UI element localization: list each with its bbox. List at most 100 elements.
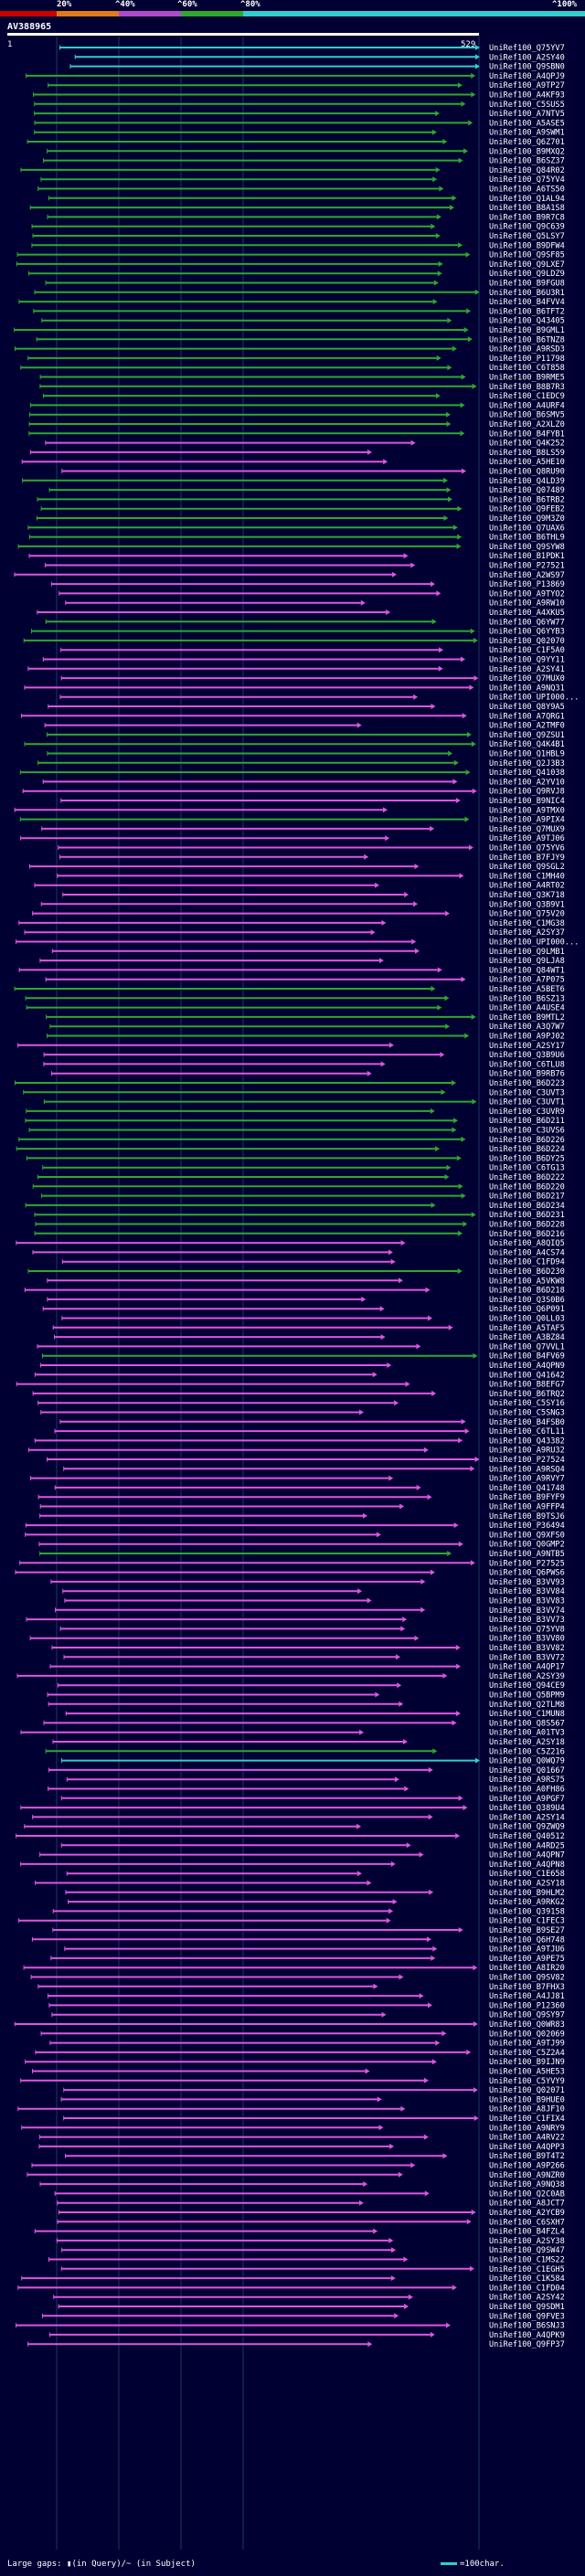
hit-label[interactable]: UniRef100_Q02071 bbox=[489, 2086, 565, 2095]
hit-label[interactable]: UniRef100_Q6PWS6 bbox=[489, 1569, 565, 1578]
hit-label[interactable]: UniRef100_Q9SBN0 bbox=[489, 63, 565, 72]
hit-label[interactable]: UniRef100_Q5LSY7 bbox=[489, 232, 565, 241]
hit-label[interactable]: UniRef100_Q9LDZ9 bbox=[489, 270, 565, 279]
hit-row[interactable]: UniRef100_A9PE75 bbox=[50, 1955, 565, 1964]
hit-row[interactable]: UniRef100_Q3S0B6 bbox=[47, 1296, 565, 1305]
hit-label[interactable]: UniRef100_C1MH40 bbox=[489, 872, 565, 881]
hit-row[interactable]: UniRef100_B3VV84 bbox=[62, 1587, 565, 1596]
hit-label[interactable]: UniRef100_A2SY42 bbox=[489, 2294, 565, 2303]
hit-label[interactable]: UniRef100_A2WS97 bbox=[489, 571, 565, 580]
hit-label[interactable]: UniRef100_Q2TLM8 bbox=[489, 1701, 565, 1710]
hit-label[interactable]: UniRef100_A4QPN8 bbox=[489, 1860, 565, 1870]
hit-row[interactable]: UniRef100_Q5BPM9 bbox=[47, 1691, 565, 1701]
hit-label[interactable]: UniRef100_A4XKU5 bbox=[489, 609, 565, 618]
hit-row[interactable]: UniRef100_B3VV83 bbox=[64, 1597, 565, 1606]
hit-label[interactable]: UniRef100_Q9XFS0 bbox=[489, 1531, 565, 1540]
hit-label[interactable]: UniRef100_B8A1S8 bbox=[489, 204, 565, 213]
hit-row[interactable]: UniRef100_Q40512 bbox=[16, 1832, 565, 1841]
hit-label[interactable]: UniRef100_A9PIX4 bbox=[489, 816, 565, 825]
hit-label[interactable]: UniRef100_B9RME5 bbox=[489, 374, 565, 383]
hit-row[interactable]: UniRef100_B6D220 bbox=[32, 1182, 565, 1192]
hit-row[interactable]: UniRef100_C5Z216 bbox=[45, 1747, 565, 1756]
hit-label[interactable]: UniRef100_Q43405 bbox=[489, 317, 565, 326]
hit-label[interactable]: UniRef100_Q84WT1 bbox=[489, 966, 565, 975]
hit-row[interactable]: UniRef100_A3Q7W7 bbox=[49, 1023, 565, 1032]
hit-label[interactable]: UniRef100_A9RS75 bbox=[489, 1776, 565, 1785]
hit-label[interactable]: UniRef100_B3VV73 bbox=[489, 1616, 565, 1625]
hit-row[interactable]: UniRef100_B3VV72 bbox=[63, 1653, 565, 1662]
hit-label[interactable]: UniRef100_B6D226 bbox=[489, 1136, 565, 1145]
hit-row[interactable]: UniRef100_A0FH86 bbox=[48, 1786, 565, 1795]
hit-row[interactable]: UniRef100_A2SY18 bbox=[35, 1880, 565, 1889]
hit-row[interactable]: UniRef100_Q6YYB3 bbox=[30, 628, 565, 637]
hit-label[interactable]: UniRef100_Q0WR83 bbox=[489, 2020, 565, 2030]
hit-row[interactable]: UniRef100_B6D222 bbox=[37, 1173, 565, 1182]
hit-row[interactable]: UniRef100_A9TMX0 bbox=[14, 806, 565, 815]
hit-label[interactable]: UniRef100_A6TS50 bbox=[489, 186, 565, 195]
hit-row[interactable]: UniRef100_B9MXQ2 bbox=[47, 147, 565, 156]
hit-row[interactable]: UniRef100_B6TRQ2 bbox=[32, 1390, 565, 1399]
hit-label[interactable]: UniRef100_C1FEC3 bbox=[489, 1917, 565, 1926]
hit-label[interactable]: UniRef100_Q75V20 bbox=[489, 910, 565, 919]
hit-label[interactable]: UniRef100_A9RKG2 bbox=[489, 1898, 565, 1907]
hit-row[interactable]: UniRef100_Q2TLM8 bbox=[48, 1701, 565, 1710]
hit-row[interactable]: UniRef100_Q9FEB2 bbox=[40, 505, 565, 514]
hit-label[interactable]: UniRef100_Q41642 bbox=[489, 1371, 565, 1380]
hit-row[interactable]: UniRef100_A7QRG1 bbox=[20, 712, 565, 721]
hit-label[interactable]: UniRef100_A2SY18 bbox=[489, 1738, 565, 1747]
hit-row[interactable]: UniRef100_Q9SYW8 bbox=[17, 543, 565, 552]
hit-label[interactable]: UniRef100_Q3B9U6 bbox=[489, 1051, 565, 1060]
hit-row[interactable]: UniRef100_B6THL9 bbox=[28, 534, 565, 543]
hit-label[interactable]: UniRef100_Q7MUX0 bbox=[489, 674, 565, 684]
hit-row[interactable]: UniRef100_B3VV80 bbox=[29, 1635, 565, 1644]
hit-label[interactable]: UniRef100_Q4K252 bbox=[489, 440, 565, 449]
hit-row[interactable]: UniRef100_B9MTL2 bbox=[46, 1013, 565, 1023]
hit-label[interactable]: UniRef100_C6TLU8 bbox=[489, 1060, 565, 1069]
hit-label[interactable]: UniRef100_Q7UAX6 bbox=[489, 524, 565, 533]
hit-row[interactable]: UniRef100_A4JJ81 bbox=[48, 1992, 565, 2001]
hit-label[interactable]: UniRef100_A4JJ81 bbox=[489, 1992, 565, 2001]
hit-row[interactable]: UniRef100_C3UVT3 bbox=[23, 1088, 565, 1097]
hit-label[interactable]: UniRef100_P12360 bbox=[489, 2001, 565, 2010]
hit-row[interactable]: UniRef100_Q9M3Z0 bbox=[36, 514, 565, 524]
hit-row[interactable]: UniRef100_A9RKG2 bbox=[68, 1898, 565, 1907]
hit-row[interactable]: UniRef100_C5SUS5 bbox=[34, 101, 565, 110]
hit-label[interactable]: UniRef100_Q4LD39 bbox=[489, 477, 565, 486]
hit-row[interactable]: UniRef100_B6TRB2 bbox=[37, 495, 565, 504]
hit-label[interactable]: UniRef100_B9DFW4 bbox=[489, 241, 565, 250]
hit-label[interactable]: UniRef100_Q9SF85 bbox=[489, 251, 565, 260]
hit-label[interactable]: UniRef100_C5SY16 bbox=[489, 1399, 565, 1408]
hit-label[interactable]: UniRef100_B3VV82 bbox=[489, 1644, 565, 1653]
hit-row[interactable]: UniRef100_B9FGU8 bbox=[45, 280, 565, 289]
hit-row[interactable]: UniRef100_A4CS74 bbox=[32, 1248, 565, 1257]
hit-row[interactable]: UniRef100_C5SY16 bbox=[37, 1399, 565, 1408]
hit-label[interactable]: UniRef100_A9PGF7 bbox=[489, 1795, 565, 1804]
hit-row[interactable]: UniRef100_B8EFG7 bbox=[16, 1381, 565, 1390]
hit-row[interactable]: UniRef100_B6U3R1 bbox=[34, 289, 565, 298]
hit-label[interactable]: UniRef100_A9P266 bbox=[489, 2162, 565, 2171]
hit-label[interactable]: UniRef100_Q9SY97 bbox=[489, 2011, 565, 2020]
hit-row[interactable]: UniRef100_C3UVR9 bbox=[26, 1108, 565, 1117]
hit-label[interactable]: UniRef100_Q2C0AB bbox=[489, 2189, 565, 2199]
hit-label[interactable]: UniRef100_A4QPN9 bbox=[489, 1362, 565, 1371]
hit-label[interactable]: UniRef100_UPI000... bbox=[489, 694, 579, 703]
hit-label[interactable]: UniRef100_Q41748 bbox=[489, 1484, 565, 1493]
hit-row[interactable]: UniRef100_A9RU32 bbox=[27, 1447, 565, 1456]
hit-label[interactable]: UniRef100_Q9SV82 bbox=[489, 1974, 565, 1983]
hit-label[interactable]: UniRef100_A9PE75 bbox=[489, 1955, 565, 1964]
hit-row[interactable]: UniRef100_Q3B9V1 bbox=[40, 900, 565, 909]
hit-label[interactable]: UniRef100_Q8S567 bbox=[489, 1719, 565, 1728]
hit-row[interactable]: UniRef100_B6D223 bbox=[14, 1079, 565, 1088]
hit-label[interactable]: UniRef100_B6SZ13 bbox=[489, 994, 565, 1003]
hit-row[interactable]: UniRef100_Q9FP37 bbox=[27, 2340, 565, 2349]
hit-row[interactable]: UniRef100_A9NRY9 bbox=[21, 2124, 565, 2133]
hit-label[interactable]: UniRef100_C6TL11 bbox=[489, 1427, 565, 1436]
hit-row[interactable]: UniRef100_A4XKU5 bbox=[37, 609, 565, 618]
hit-label[interactable]: UniRef100_A8JF10 bbox=[489, 2105, 565, 2115]
hit-label[interactable]: UniRef100_Q0GMP2 bbox=[489, 1541, 565, 1550]
hit-label[interactable]: UniRef100_P27525 bbox=[489, 1559, 565, 1568]
hit-label[interactable]: UniRef100_P27524 bbox=[489, 1456, 565, 1465]
hit-label[interactable]: UniRef100_C1F5A0 bbox=[489, 646, 565, 655]
hit-label[interactable]: UniRef100_Q0LL03 bbox=[489, 1315, 565, 1324]
hit-row[interactable]: UniRef100_Q7UAX6 bbox=[27, 524, 565, 533]
